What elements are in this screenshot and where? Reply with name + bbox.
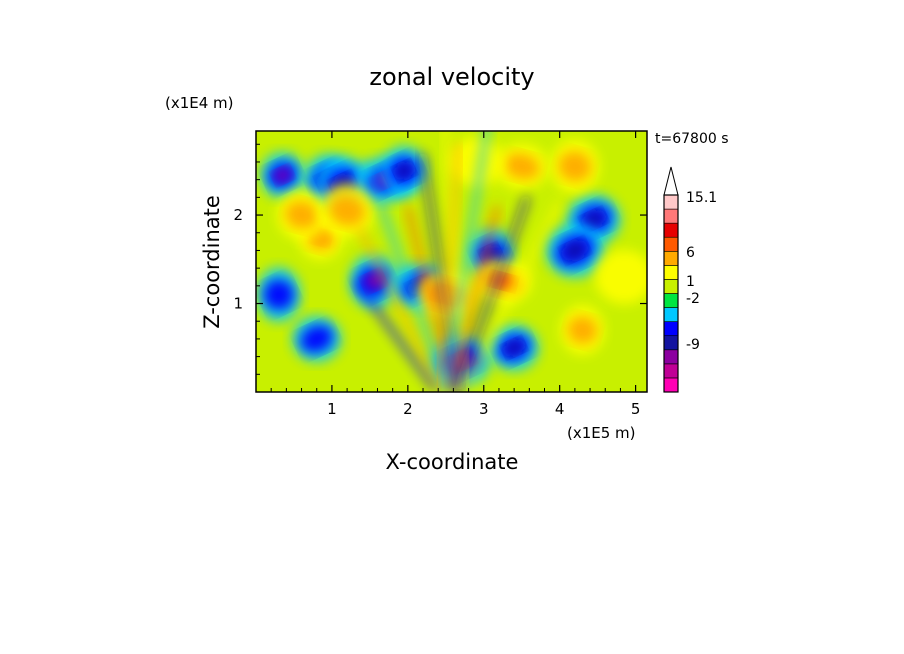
- velocity-cell: [256, 267, 301, 322]
- velocity-cell: [495, 143, 549, 190]
- velocity-cell: [292, 316, 342, 362]
- y-tick-label: 1: [233, 295, 243, 313]
- colorbar-swatch: [663, 250, 679, 266]
- colorbar-swatch: [663, 377, 679, 393]
- y-axis-title: Z-coordinate: [200, 195, 224, 329]
- x-tick-label: 5: [631, 400, 641, 418]
- wave-streak: [356, 226, 443, 391]
- velocity-ring: [567, 316, 598, 345]
- velocity-core: [274, 168, 291, 182]
- colorbar-swatch: [663, 194, 679, 210]
- colorbar-swatch: [663, 222, 679, 238]
- chart-title: zonal velocity: [369, 63, 534, 91]
- colorbar-swatch: [663, 321, 679, 337]
- colorbar-swatch: [663, 279, 679, 294]
- wave-streak: [450, 205, 500, 391]
- velocity-core: [564, 242, 586, 259]
- x-axis: 1 2 3 4 5: [270, 131, 641, 418]
- velocity-cell: [382, 146, 426, 196]
- velocity-cell: [545, 223, 605, 278]
- velocity-cell: [550, 139, 600, 194]
- velocity-cell: [449, 137, 503, 187]
- velocity-cell: [560, 305, 605, 355]
- wave-streak: [456, 195, 530, 391]
- velocity-ring: [263, 279, 294, 310]
- y-tick-label: 2: [233, 206, 243, 224]
- colorbar-label: -2: [686, 291, 700, 307]
- colorbar-swatch: [663, 335, 679, 351]
- wave-streak: [437, 141, 462, 391]
- velocity-ring: [328, 195, 366, 226]
- colorbar-swatch: [663, 307, 679, 322]
- time-label: t=67800 s: [655, 131, 729, 147]
- colorbar-swatch: [663, 363, 679, 379]
- velocity-ring: [503, 153, 540, 180]
- y-axis: 12: [233, 143, 647, 375]
- colorbar-label: -9: [686, 337, 700, 353]
- colorbar-swatch: [663, 236, 679, 252]
- velocity-core: [364, 273, 383, 290]
- x-tick-label: 1: [327, 400, 337, 418]
- velocity-ring: [285, 200, 319, 230]
- colorbar-swatch: [663, 208, 679, 224]
- colorbar-label: 15.1: [686, 190, 717, 206]
- velocity-cell: [320, 183, 374, 238]
- velocity-core: [505, 340, 523, 355]
- colorbar-swatch: [663, 293, 679, 308]
- x-tick-label: 2: [403, 400, 413, 418]
- x-axis-title: X-coordinate: [386, 450, 519, 474]
- velocity-core: [396, 163, 413, 179]
- colorbar-label: 1: [686, 274, 695, 290]
- plot-frame: [255, 130, 648, 393]
- velocity-halo: [595, 250, 647, 304]
- wave-streak: [444, 131, 490, 391]
- wave-streak: [442, 131, 468, 391]
- colorbar-extend-arrow: [663, 166, 679, 196]
- wave-streak: [462, 200, 562, 391]
- velocity-cell: [349, 254, 398, 309]
- field-features: [256, 137, 647, 386]
- velocity-cell: [277, 190, 326, 240]
- velocity-cell: [489, 325, 539, 371]
- velocity-ring: [558, 151, 592, 182]
- y-unit-label: (x1E4 m): [165, 94, 234, 112]
- colorbar: 15.1 6 1-2 -9: [663, 166, 717, 393]
- velocity-cell: [595, 250, 647, 304]
- colorbar-swatch: [663, 349, 679, 365]
- contour-field: [256, 131, 647, 392]
- x-unit-label: (x1E5 m): [567, 424, 636, 442]
- wave-streak: [354, 281, 437, 391]
- colorbar-label: 6: [686, 245, 695, 261]
- wave-streaks: [354, 131, 562, 391]
- x-tick-label: 4: [555, 400, 565, 418]
- velocity-ring: [300, 325, 333, 353]
- colorbar-frame: [663, 194, 679, 393]
- velocity-core: [584, 211, 604, 228]
- colorbar-swatch: [663, 265, 679, 280]
- velocity-halo: [449, 137, 503, 187]
- x-tick-label: 3: [479, 400, 489, 418]
- velocity-cell: [260, 152, 305, 198]
